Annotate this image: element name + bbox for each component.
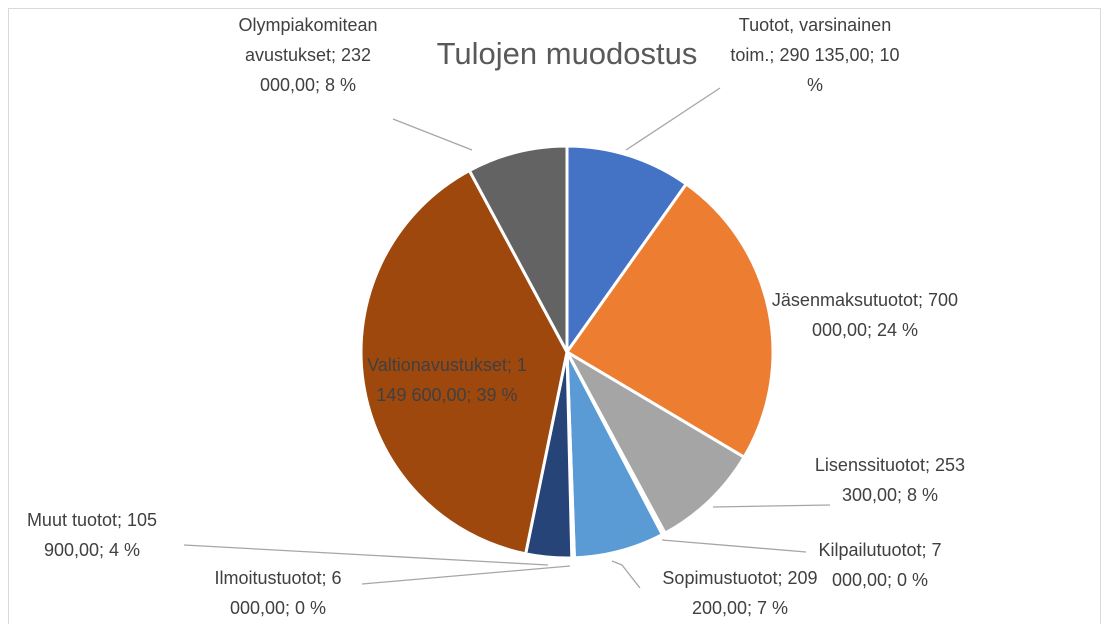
data-label: Ilmoitustuotot; 6 000,00; 0 % — [193, 563, 363, 623]
leader-lines — [183, 87, 831, 589]
label-separator: ; — [330, 45, 341, 65]
pie-slice — [565, 182, 775, 459]
label-separator: ; — [321, 568, 332, 588]
label-separator: ; — [769, 45, 780, 65]
label-percent: 8 % — [325, 75, 357, 95]
label-separator: ; — [99, 540, 110, 560]
label-percent: 7 % — [757, 598, 789, 618]
label-separator: ; — [506, 355, 517, 375]
label-value: 105 900,00 — [43, 510, 158, 560]
label-category: Muut tuotot — [26, 510, 117, 530]
label-value: 253 300,00 — [841, 455, 966, 505]
label-separator: ; — [897, 485, 908, 505]
label-percent: 4 % — [109, 540, 141, 560]
pie-slice — [359, 169, 569, 556]
leader-line — [661, 539, 807, 553]
data-label: Tuotot, varsinainen toim.; 290 135,00; 1… — [725, 10, 905, 100]
label-value: 700 000,00 — [811, 290, 959, 340]
label-category: Valtionavustukset — [367, 355, 507, 375]
data-label: Valtionavustukset; 1 149 600,00; 39 % — [363, 350, 531, 410]
label-value: 209 200,00 — [691, 568, 818, 618]
label-category: Sopimustuotot — [662, 568, 778, 588]
label-category: Kilpailutuotot — [818, 540, 922, 560]
label-value: 6 000,00 — [229, 568, 342, 618]
label-value: 7 000,00 — [831, 540, 942, 590]
data-label: Kilpailutuotot; 7 000,00; 0 % — [795, 535, 965, 595]
label-percent: 24 % — [877, 320, 919, 340]
label-separator: ; — [887, 570, 898, 590]
leader-line — [712, 504, 831, 508]
label-separator: ; — [918, 290, 929, 310]
label-category: Olympiakomitean avustukset — [238, 15, 378, 65]
pie-slice — [467, 144, 569, 354]
chart-title: Tulojen muodostus — [437, 36, 698, 71]
label-separator: ; — [747, 598, 758, 618]
slices — [359, 144, 775, 560]
label-separator: ; — [921, 540, 932, 560]
leader-line — [361, 565, 571, 585]
label-percent: 39 % — [476, 385, 518, 405]
label-separator: ; — [867, 320, 878, 340]
pie-slice — [565, 350, 746, 535]
label-separator: ; — [466, 385, 477, 405]
leader-line — [611, 560, 641, 589]
label-percent: 0 % — [897, 570, 929, 590]
leader-line — [183, 544, 549, 566]
label-value: 290 135,00 — [779, 45, 870, 65]
label-separator: ; — [869, 45, 880, 65]
label-value: 1 149 600,00 — [376, 355, 527, 405]
label-separator: ; — [315, 75, 326, 95]
label-category: Ilmoitustuotot — [214, 568, 322, 588]
label-category: Tuotot, varsinainen toim. — [730, 15, 892, 65]
pie-slice — [565, 144, 688, 354]
label-separator: ; — [777, 568, 788, 588]
label-separator: ; — [117, 510, 128, 530]
data-label: Olympiakomitean avustukset; 232 000,00; … — [218, 10, 398, 100]
data-label: Sopimustuotot; 209 200,00; 7 % — [655, 563, 825, 623]
label-separator: ; — [285, 598, 296, 618]
label-value: 232 000,00 — [259, 45, 372, 95]
label-percent: 10 % — [806, 45, 900, 95]
leader-line — [392, 118, 473, 151]
data-label: Jäsenmaksutuotot; 700 000,00; 24 % — [765, 285, 965, 345]
label-separator: ; — [925, 455, 936, 475]
data-label: Muut tuotot; 105 900,00; 4 % — [0, 505, 185, 565]
leader-line — [625, 87, 721, 151]
label-percent: 8 % — [907, 485, 939, 505]
data-label: Lisenssituotot; 253 300,00; 8 % — [805, 450, 975, 510]
label-category: Lisenssituotot — [814, 455, 925, 475]
chart-border — [8, 8, 1101, 624]
label-percent: 0 % — [295, 598, 327, 618]
label-category: Jäsenmaksutuotot — [771, 290, 919, 310]
